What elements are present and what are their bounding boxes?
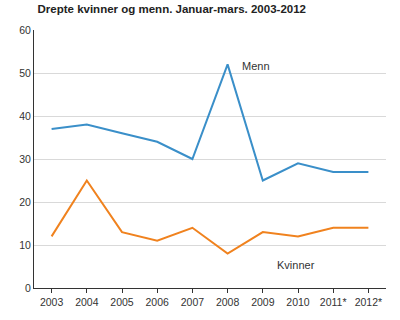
svg-text:2006: 2006 xyxy=(146,296,170,308)
svg-text:2004: 2004 xyxy=(75,296,99,308)
svg-text:0: 0 xyxy=(25,282,31,294)
svg-text:60: 60 xyxy=(19,24,31,36)
svg-text:50: 50 xyxy=(19,67,31,79)
svg-text:2010: 2010 xyxy=(286,296,310,308)
svg-text:30: 30 xyxy=(19,153,31,165)
svg-text:2008: 2008 xyxy=(216,296,240,308)
svg-text:2007: 2007 xyxy=(181,296,205,308)
svg-text:2005: 2005 xyxy=(110,296,134,308)
svg-text:2003: 2003 xyxy=(40,296,64,308)
svg-text:Drepte kvinner og menn. Januar: Drepte kvinner og menn. Januar-mars. 200… xyxy=(38,3,306,15)
svg-text:10: 10 xyxy=(19,239,31,251)
svg-text:2012*: 2012* xyxy=(355,296,382,308)
svg-text:40: 40 xyxy=(19,110,31,122)
svg-text:Kvinner: Kvinner xyxy=(277,259,315,271)
svg-text:2011*: 2011* xyxy=(320,296,347,308)
svg-text:20: 20 xyxy=(19,196,31,208)
svg-text:2009: 2009 xyxy=(251,296,275,308)
svg-text:Menn: Menn xyxy=(242,60,270,72)
